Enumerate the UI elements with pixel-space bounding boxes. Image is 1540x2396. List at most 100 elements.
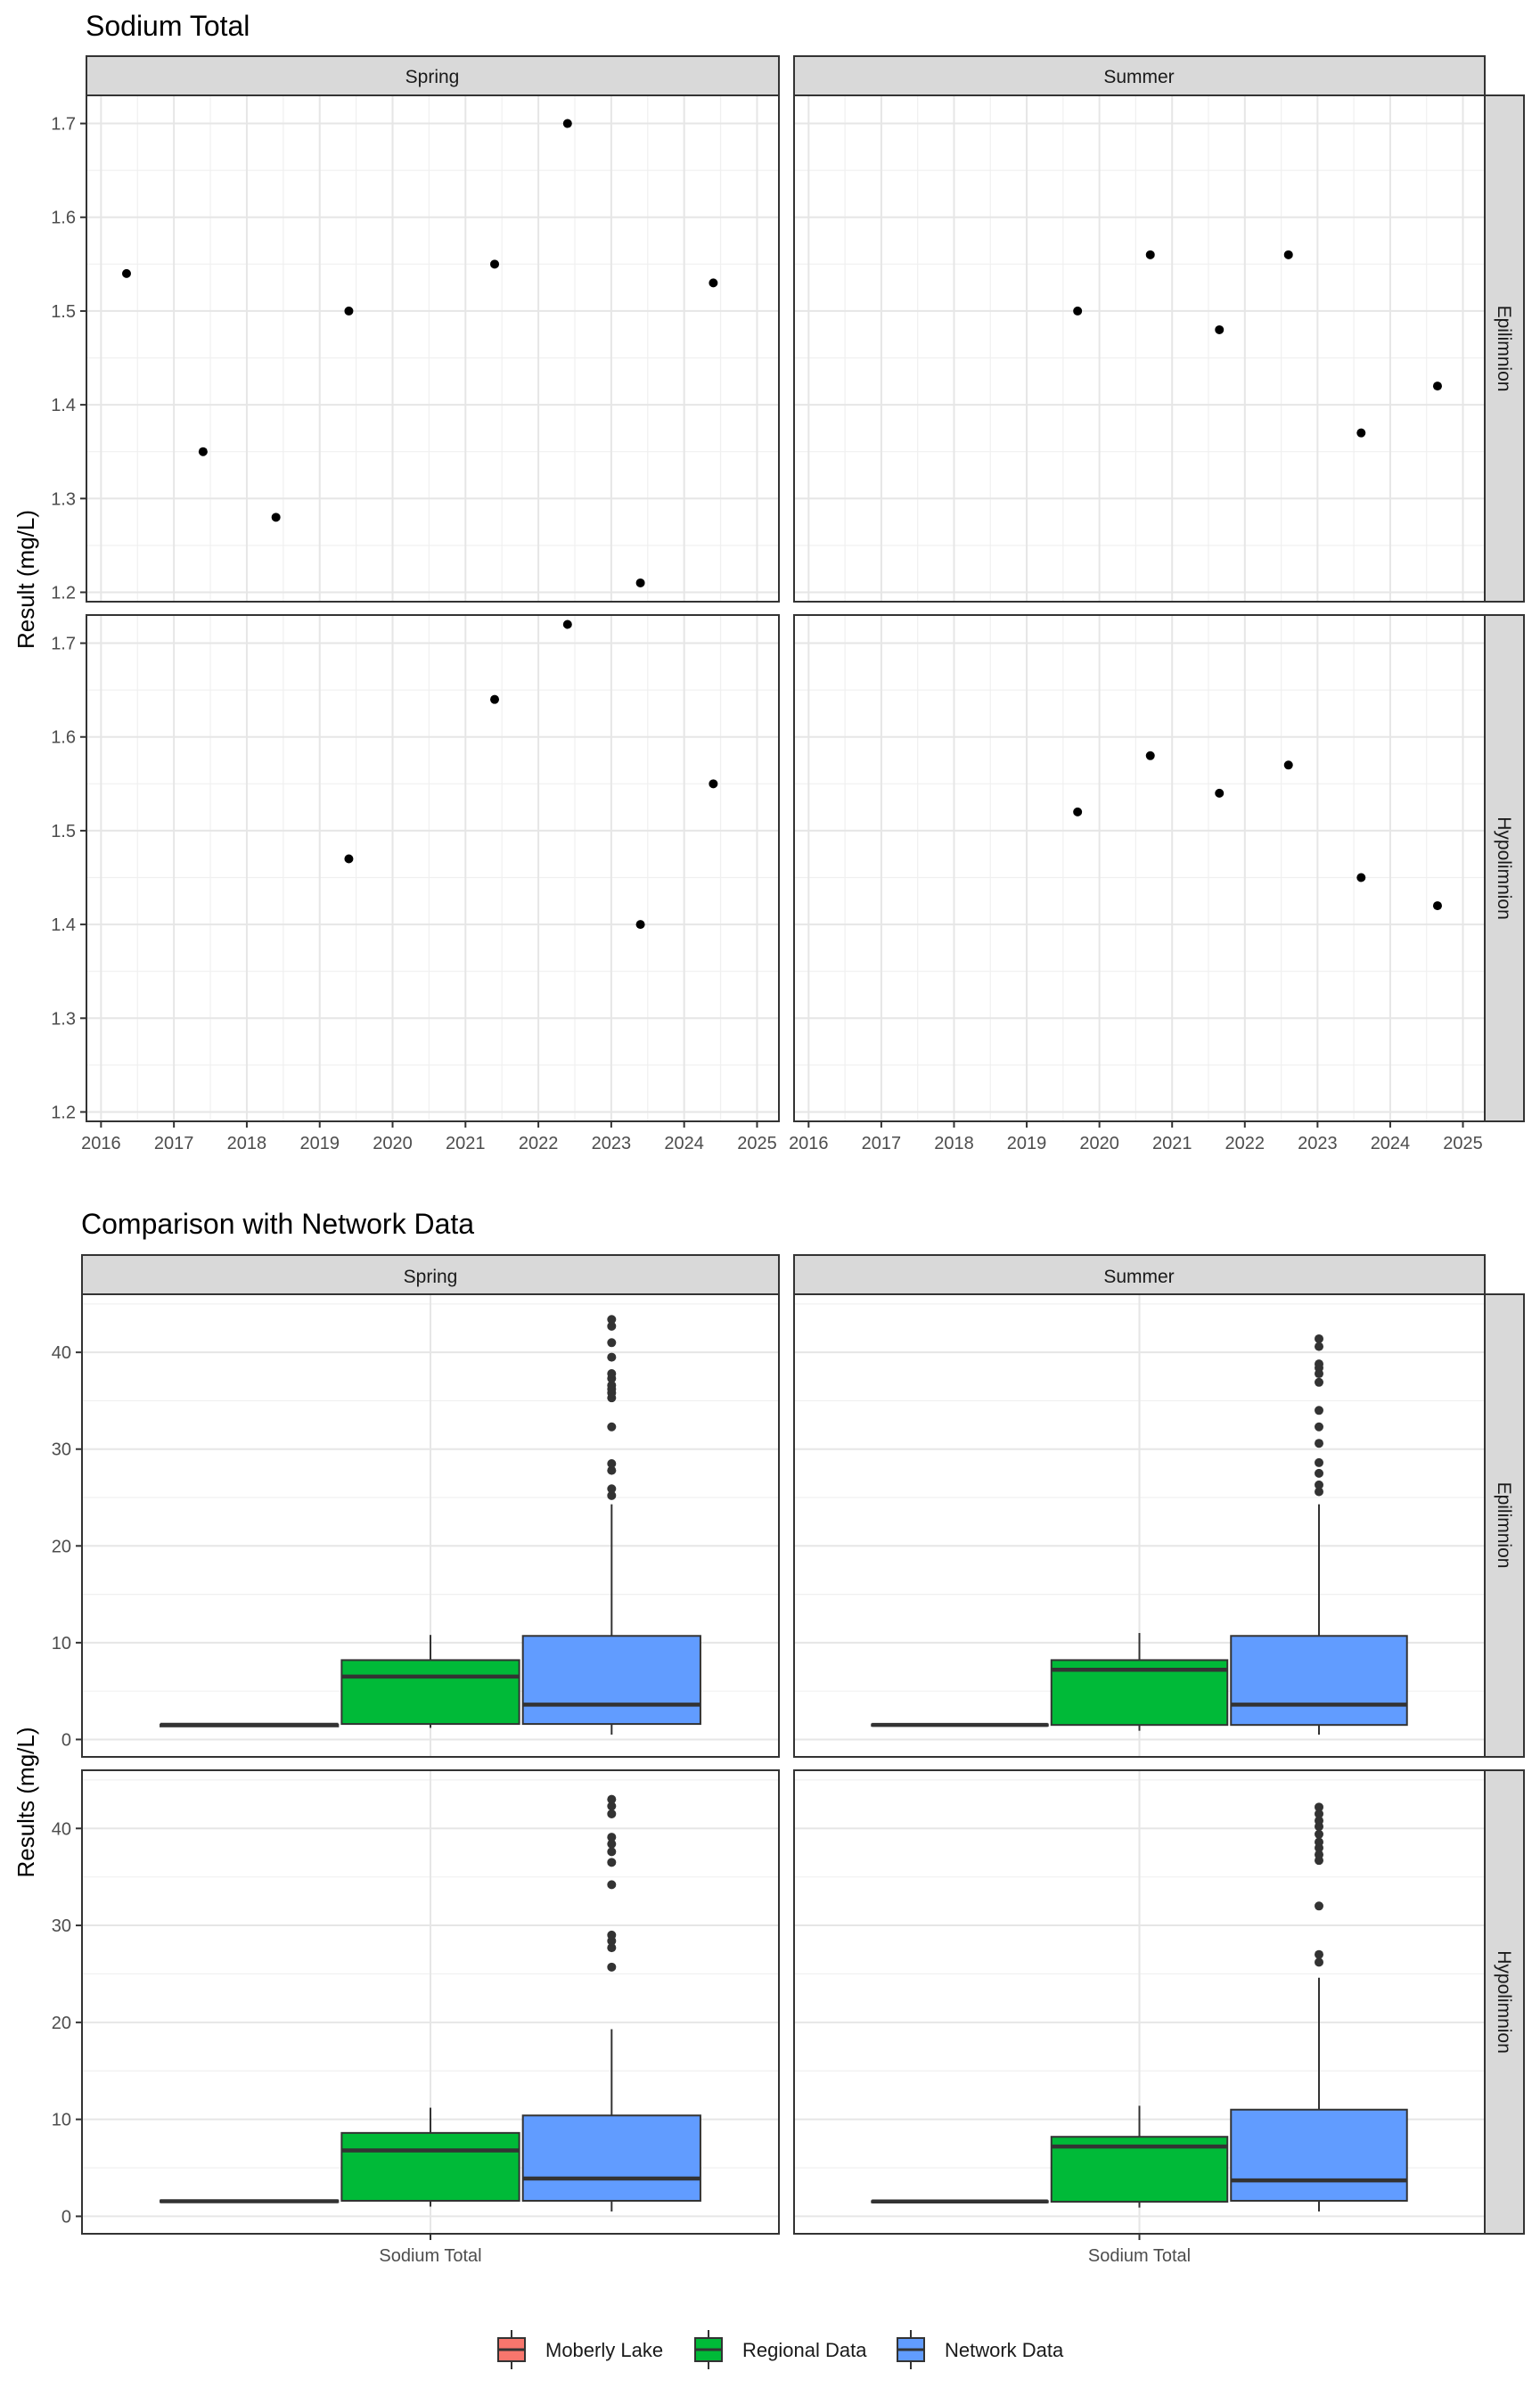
y-tick-label: 20 xyxy=(52,2014,71,2033)
box-body xyxy=(340,1659,520,1726)
y-tick-label: 1.5 xyxy=(51,822,76,841)
outlier-point xyxy=(607,1352,617,1362)
data-point xyxy=(1356,873,1366,882)
data-point xyxy=(1215,324,1225,334)
box-network-data xyxy=(1230,1802,1408,2211)
data-point xyxy=(1073,306,1083,316)
x-tick-label: 2019 xyxy=(1007,1134,1047,1153)
y-tick-label: 1.3 xyxy=(51,489,76,509)
data-point xyxy=(1432,901,1442,911)
x-tick-label: 2016 xyxy=(81,1134,121,1153)
outlier-point xyxy=(607,1943,617,1953)
outlier-point xyxy=(607,1833,617,1842)
data-point xyxy=(490,694,500,704)
data-point xyxy=(1073,807,1083,816)
y-tick-label: 1.6 xyxy=(51,209,76,228)
outlier-point xyxy=(607,1794,617,1804)
x-tick-label: 2023 xyxy=(1298,1134,1338,1153)
box-panel: 0 10 20 30 40 xyxy=(52,1293,780,1758)
data-point xyxy=(562,620,572,629)
scatter-panel: 1.2 1.3 1.4 1.5 1.6 1.7 2016 2017 2018 2019 2020 20… xyxy=(51,614,780,1153)
x-tick-label: 2023 xyxy=(592,1134,632,1153)
outlier-point xyxy=(607,1321,617,1331)
outlier-point xyxy=(607,1847,617,1857)
data-point xyxy=(562,119,572,128)
outlier-point xyxy=(607,1880,617,1890)
data-point xyxy=(271,513,281,522)
box-network-data xyxy=(521,1315,701,1735)
data-point xyxy=(709,278,718,288)
scatter-panel: 1.2 1.3 1.4 1.5 1.6 1.7 xyxy=(51,94,780,603)
box-moberly-lake xyxy=(871,1722,1049,1727)
outlier-point xyxy=(1315,1406,1323,1415)
box-network-data xyxy=(521,1794,701,2211)
boxplot-chart: Comparison with Network Data Results (mg… xyxy=(12,1208,1525,2369)
strip-spring: Spring xyxy=(81,1254,780,1295)
x-tick-label: 2017 xyxy=(862,1134,902,1153)
y-tick-label: 1.6 xyxy=(51,728,76,748)
legend-label: Moberly Lake xyxy=(545,2339,663,2361)
panel-background xyxy=(794,95,1485,602)
y-tick-label: 1.2 xyxy=(51,1103,76,1122)
strip-label: Summer xyxy=(1103,67,1174,87)
strip-hypolimnion: Hypolimnion xyxy=(1484,1769,1525,2235)
strip-summer: Summer xyxy=(793,55,1486,96)
x-tick-label: 2021 xyxy=(1152,1134,1192,1153)
legend: Moberly Lake Regional Data Network Data xyxy=(497,2330,1064,2369)
y-tick-label: 1.2 xyxy=(51,583,76,603)
x-tick-label: 2025 xyxy=(1443,1134,1483,1153)
box-moberly-lake xyxy=(160,2199,340,2203)
strip-label: Epilimnion xyxy=(1494,306,1514,392)
y-tick-label: 1.3 xyxy=(51,1009,76,1029)
legend-label: Network Data xyxy=(945,2339,1064,2361)
box-panel xyxy=(793,1293,1486,1758)
y-tick-label: 1.4 xyxy=(51,915,76,935)
y-tick-label: 0 xyxy=(61,2207,71,2227)
outlier-point xyxy=(1315,1829,1323,1839)
chart-title: Comparison with Network Data xyxy=(81,1208,474,1240)
outlier-point xyxy=(1315,1468,1323,1478)
data-point xyxy=(121,268,131,278)
outlier-point xyxy=(1315,1949,1323,1959)
outlier-point xyxy=(1315,1439,1323,1448)
strip-label: Summer xyxy=(1103,1267,1174,1287)
box-body xyxy=(1230,1635,1408,1727)
outlier-point xyxy=(1315,1480,1323,1489)
strip-epilimnion: Epilimnion xyxy=(1484,1293,1525,1758)
strip-summer: Summer xyxy=(793,1254,1486,1295)
outlier-point xyxy=(1315,1342,1323,1351)
outlier-point xyxy=(607,1422,617,1432)
legend-label: Regional Data xyxy=(742,2339,867,2361)
y-tick-label: 20 xyxy=(52,1537,71,1556)
data-point xyxy=(1356,428,1366,438)
y-tick-label: 1.7 xyxy=(51,635,76,654)
outlier-point xyxy=(1315,1901,1323,1911)
outlier-point xyxy=(1315,1377,1323,1387)
box-regional-data xyxy=(1050,2105,1229,2208)
x-tick-label: 2019 xyxy=(299,1134,340,1153)
box-regional-data xyxy=(1050,1633,1229,1731)
y-tick-label: 1.5 xyxy=(51,302,76,322)
x-tick-label: 2020 xyxy=(1079,1134,1119,1153)
outlier-point xyxy=(607,1484,617,1494)
x-tick-label: 2021 xyxy=(446,1134,486,1153)
x-tick-label: 2018 xyxy=(227,1134,267,1153)
data-point xyxy=(1215,788,1225,798)
data-point xyxy=(490,259,500,269)
panel-border xyxy=(793,1293,1486,1758)
box-network-data xyxy=(1230,1333,1408,1735)
y-axis-label: Results (mg/L) xyxy=(12,1727,39,1877)
x-tick-label: 2022 xyxy=(1225,1134,1266,1153)
data-point xyxy=(344,854,354,864)
x-tick-label: 2024 xyxy=(664,1134,704,1153)
box-regional-data xyxy=(340,2107,520,2207)
x-tick-label: 2018 xyxy=(934,1134,974,1153)
panel-background xyxy=(86,615,779,1121)
data-point xyxy=(635,920,645,930)
outlier-point xyxy=(607,1801,617,1811)
x-tick-label: 2020 xyxy=(373,1134,413,1153)
outlier-point xyxy=(1315,1837,1323,1847)
scatter-panel xyxy=(793,94,1486,603)
outlier-point xyxy=(607,1369,617,1379)
